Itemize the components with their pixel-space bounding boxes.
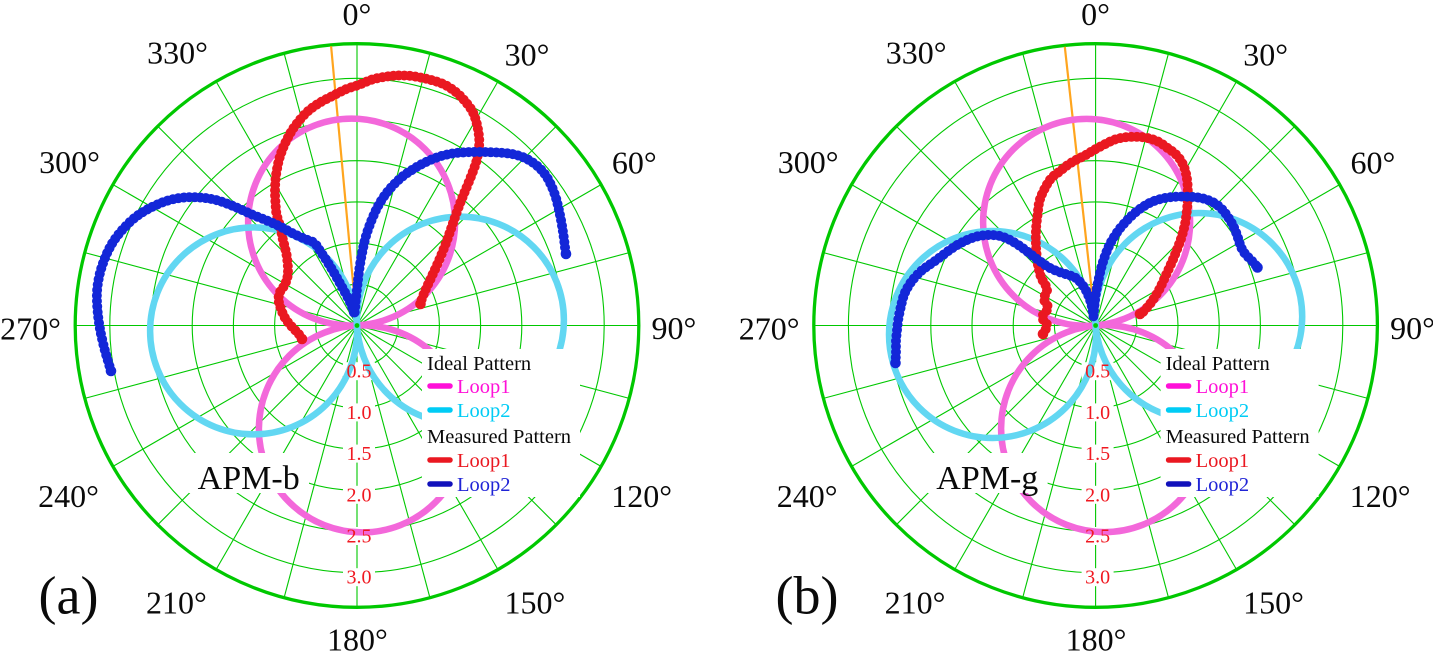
svg-text:60°: 60° [1351,144,1396,180]
svg-text:330°: 330° [886,34,947,70]
svg-text:210°: 210° [146,585,207,621]
svg-text:1.5: 1.5 [347,443,372,465]
svg-text:90°: 90° [652,310,697,346]
svg-text:Measured Pattern: Measured Pattern [427,426,571,448]
svg-text:300°: 300° [778,144,839,180]
svg-text:Loop1: Loop1 [457,376,511,398]
svg-text:2.5: 2.5 [347,526,372,548]
svg-text:30°: 30° [1243,37,1288,73]
svg-text:3.0: 3.0 [347,567,372,589]
svg-text:(b): (b) [776,566,839,626]
svg-text:270°: 270° [739,311,800,347]
svg-text:330°: 330° [147,34,208,70]
svg-text:270°: 270° [0,311,61,347]
svg-text:1.0: 1.0 [1085,402,1110,424]
svg-text:Loop1: Loop1 [1196,450,1250,472]
svg-text:150°: 150° [505,585,566,621]
svg-text:Ideal Pattern: Ideal Pattern [1166,353,1270,375]
svg-text:180°: 180° [1066,622,1127,658]
svg-text:(a): (a) [39,566,99,626]
svg-text:Loop1: Loop1 [1196,376,1250,398]
svg-text:0°: 0° [343,0,372,32]
svg-text:300°: 300° [39,144,100,180]
svg-text:Loop2: Loop2 [1196,400,1250,422]
svg-text:0.5: 0.5 [347,361,372,383]
svg-text:Loop2: Loop2 [1196,474,1250,496]
svg-text:210°: 210° [885,585,946,621]
svg-text:Loop1: Loop1 [457,450,511,472]
svg-text:2.0: 2.0 [347,484,372,506]
svg-text:Measured Pattern: Measured Pattern [1166,426,1310,448]
svg-text:150°: 150° [1243,585,1304,621]
svg-text:240°: 240° [777,478,838,514]
svg-text:120°: 120° [611,478,672,514]
svg-text:Ideal Pattern: Ideal Pattern [427,353,531,375]
svg-text:2.5: 2.5 [1085,526,1110,548]
svg-text:180°: 180° [327,622,388,658]
svg-text:APM-g: APM-g [936,460,1038,497]
svg-text:120°: 120° [1350,478,1411,514]
svg-text:0°: 0° [1081,0,1110,32]
svg-text:90°: 90° [1390,310,1433,346]
svg-text:1.5: 1.5 [1085,443,1110,465]
svg-text:0.5: 0.5 [1085,361,1110,383]
svg-text:2.0: 2.0 [1085,484,1110,506]
svg-text:60°: 60° [612,144,657,180]
svg-text:Loop2: Loop2 [457,474,511,496]
svg-text:APM-b: APM-b [198,460,300,497]
svg-text:Loop2: Loop2 [457,400,511,422]
svg-text:240°: 240° [38,478,99,514]
svg-text:1.0: 1.0 [347,402,372,424]
svg-text:30°: 30° [505,37,550,73]
svg-text:3.0: 3.0 [1085,567,1110,589]
